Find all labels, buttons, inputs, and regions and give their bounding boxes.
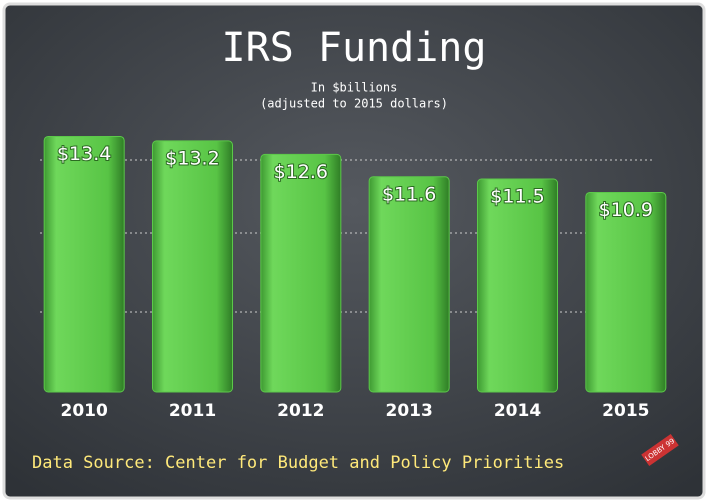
subtitle: In $billions [311,81,398,95]
x-tick-label: 2014 [494,401,541,421]
bar [477,178,558,393]
value-label: $11.6 [382,183,436,205]
x-tick-label: 2012 [277,401,324,421]
value-label: $11.5 [490,186,544,208]
value-label: $13.2 [165,147,219,169]
value-label: $13.4 [57,143,111,165]
value-label: $12.6 [274,161,328,183]
x-tick-label: 2015 [602,401,649,421]
chart-title: IRS Funding [222,25,487,71]
bar [260,153,342,393]
bar [368,176,450,393]
bar [152,140,233,393]
bar [585,191,667,393]
subtitle-note: (adjusted to 2015 dollars) [260,97,448,111]
x-tick-label: 2013 [386,401,433,421]
bar [43,135,125,393]
x-tick-label: 2011 [169,401,216,421]
logo-badge [641,433,679,467]
source: Data Source: Center for Budget and Polic… [32,453,564,473]
value-label: $10.9 [599,199,653,221]
x-tick-label: 2010 [61,401,108,421]
